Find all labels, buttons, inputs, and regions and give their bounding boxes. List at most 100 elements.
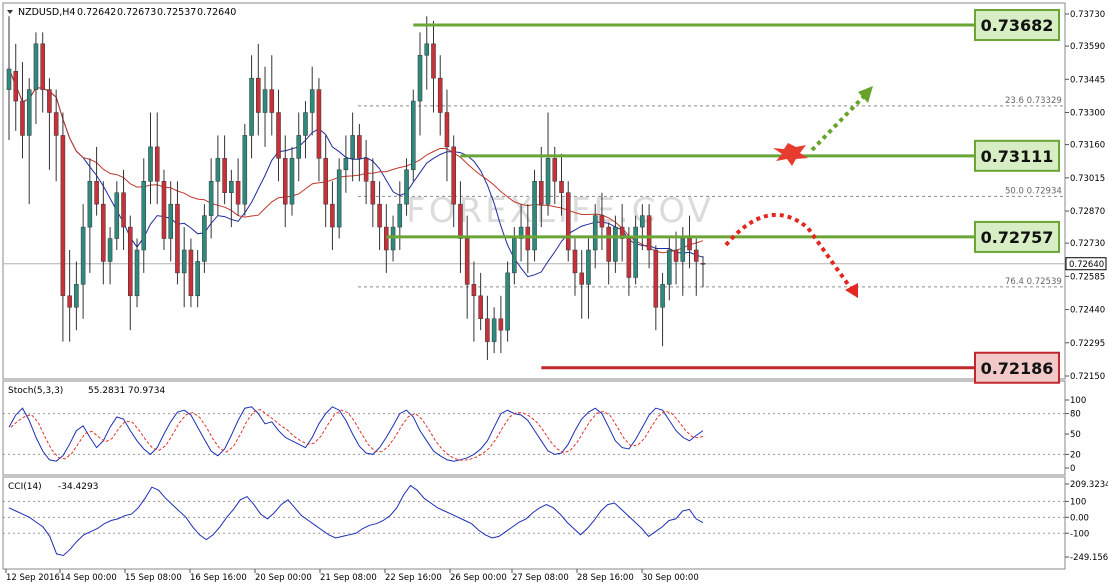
- bear-candle-body: [94, 181, 99, 205]
- bear-candle-body: [323, 158, 328, 205]
- bull-candle-body: [262, 89, 268, 113]
- bull-candle-body: [397, 203, 403, 228]
- bearish-arrow-head: [845, 283, 858, 298]
- price-tick-label: 0.72295: [1070, 339, 1105, 349]
- level-box: [974, 351, 1060, 384]
- candle-26: [181, 227, 187, 308]
- candle-60: [411, 89, 416, 182]
- bullish-arrow-line: [810, 90, 870, 152]
- bull-candle-body: [107, 238, 113, 262]
- bear-candle-body: [235, 181, 241, 205]
- candle-39: [269, 55, 275, 136]
- candle-59: [404, 158, 409, 216]
- candle-33: [229, 169, 234, 228]
- candle-0: [6, 16, 12, 141]
- level-2[interactable]: 0.72757: [386, 220, 1060, 253]
- bear-candle-body: [626, 238, 632, 278]
- time-tick-label: 15 Sep 08:00: [125, 573, 182, 583]
- candle-44: [303, 101, 308, 159]
- bull-candle-body: [141, 181, 147, 251]
- candle-9: [67, 249, 72, 342]
- bull-candle-body: [404, 169, 409, 205]
- time-tick-label: 26 Sep 00:00: [450, 573, 507, 583]
- bull-candle-body: [168, 203, 173, 239]
- candle-38: [262, 66, 268, 147]
- bull-candle-body: [660, 284, 665, 308]
- level-1[interactable]: 0.73111: [460, 139, 1060, 172]
- stoch-signal-value: 70.9734: [128, 386, 165, 396]
- candle-55: [377, 181, 382, 250]
- bull-candle-body: [390, 226, 396, 251]
- time-tick-label: 21 Sep 08:00: [320, 573, 377, 583]
- watermark: FOREXLIFE.COV: [406, 191, 714, 231]
- bull-candle-body: [6, 68, 12, 90]
- fibonacci-levels: 23.6 0.73329 50.0 0.72934 76.4 0.72539: [3, 96, 1065, 288]
- level-box: [974, 220, 1060, 253]
- bull-candle-body: [134, 249, 140, 297]
- bear-candle-body: [154, 146, 160, 182]
- bear-candle-body: [552, 158, 558, 182]
- candle-67: [458, 181, 463, 273]
- bull-candle-body: [80, 226, 86, 285]
- bear-candle-body: [269, 89, 275, 113]
- level-0[interactable]: 0.73682: [413, 8, 1060, 41]
- price-tick-label: 0.73730: [1070, 10, 1105, 20]
- bull-candle-body: [613, 226, 618, 262]
- candle-29: [202, 204, 207, 273]
- candle-86: [586, 238, 591, 319]
- bear-candle-body: [653, 249, 659, 308]
- bear-candle-body: [525, 226, 531, 251]
- bear-candle-body: [13, 71, 19, 102]
- bear-candle-body: [357, 135, 362, 159]
- bull-candle-body: [633, 226, 638, 278]
- watermark-text: FOREXLIFE.COV: [406, 191, 714, 231]
- bear-candle-body: [458, 203, 463, 239]
- bull-candle-body: [491, 318, 497, 342]
- bull-candle-body: [309, 89, 315, 113]
- candle-85: [579, 249, 584, 319]
- candle-45: [309, 66, 315, 136]
- bear-candle-body: [444, 112, 450, 148]
- bear-candle-body: [161, 181, 167, 239]
- bull-candle-body: [505, 272, 510, 331]
- axes: 0.73730 0.73590 0.73445 0.73300 0.73160 0.730…: [5, 10, 1107, 583]
- price-tick-label: 0.73590: [1070, 42, 1105, 52]
- time-tick-label: 20 Sep 00:00: [255, 573, 312, 583]
- candle-53: [363, 140, 369, 205]
- candle-10: [74, 261, 79, 331]
- time-tick-label: 27 Sep 08:00: [512, 573, 569, 583]
- bear-candle-body: [478, 295, 483, 319]
- candle-35: [242, 123, 248, 216]
- bear-candle-body: [687, 238, 692, 251]
- symbol-label: NZDUSD,H4: [18, 7, 75, 18]
- time-tick-label: 16 Sep 16:00: [190, 573, 247, 583]
- bear-candle-body: [572, 249, 578, 274]
- candle-50: [343, 135, 349, 193]
- collapse-triangle-icon[interactable]: [7, 10, 13, 14]
- candle-34: [235, 158, 241, 216]
- price-tick-label: 0.72150: [1070, 372, 1105, 382]
- candle-63: [431, 20, 436, 113]
- candle-82: [559, 153, 564, 216]
- bear-candle-body: [565, 192, 571, 251]
- price-tick-label: 0.73160: [1070, 141, 1105, 151]
- candle-92: [626, 227, 632, 296]
- candle-68: [464, 215, 470, 319]
- candle-103: [700, 256, 706, 288]
- candle-12: [87, 158, 93, 273]
- candle-18: [128, 215, 133, 331]
- level-3[interactable]: 0.72186: [541, 351, 1060, 384]
- candle-73: [498, 295, 504, 354]
- price-tick-label: 0.72585: [1070, 272, 1105, 282]
- candle-91: [619, 204, 625, 262]
- candle-66: [451, 135, 456, 228]
- candle-23: [161, 169, 167, 250]
- bear-candle-body: [370, 181, 376, 205]
- bear-candle-body: [431, 43, 436, 79]
- current-price-tag: [1065, 257, 1107, 271]
- high-value: 0.72673: [117, 7, 156, 18]
- candle-40: [276, 89, 281, 182]
- candle-83: [565, 181, 571, 262]
- bull-candle-body: [215, 158, 221, 182]
